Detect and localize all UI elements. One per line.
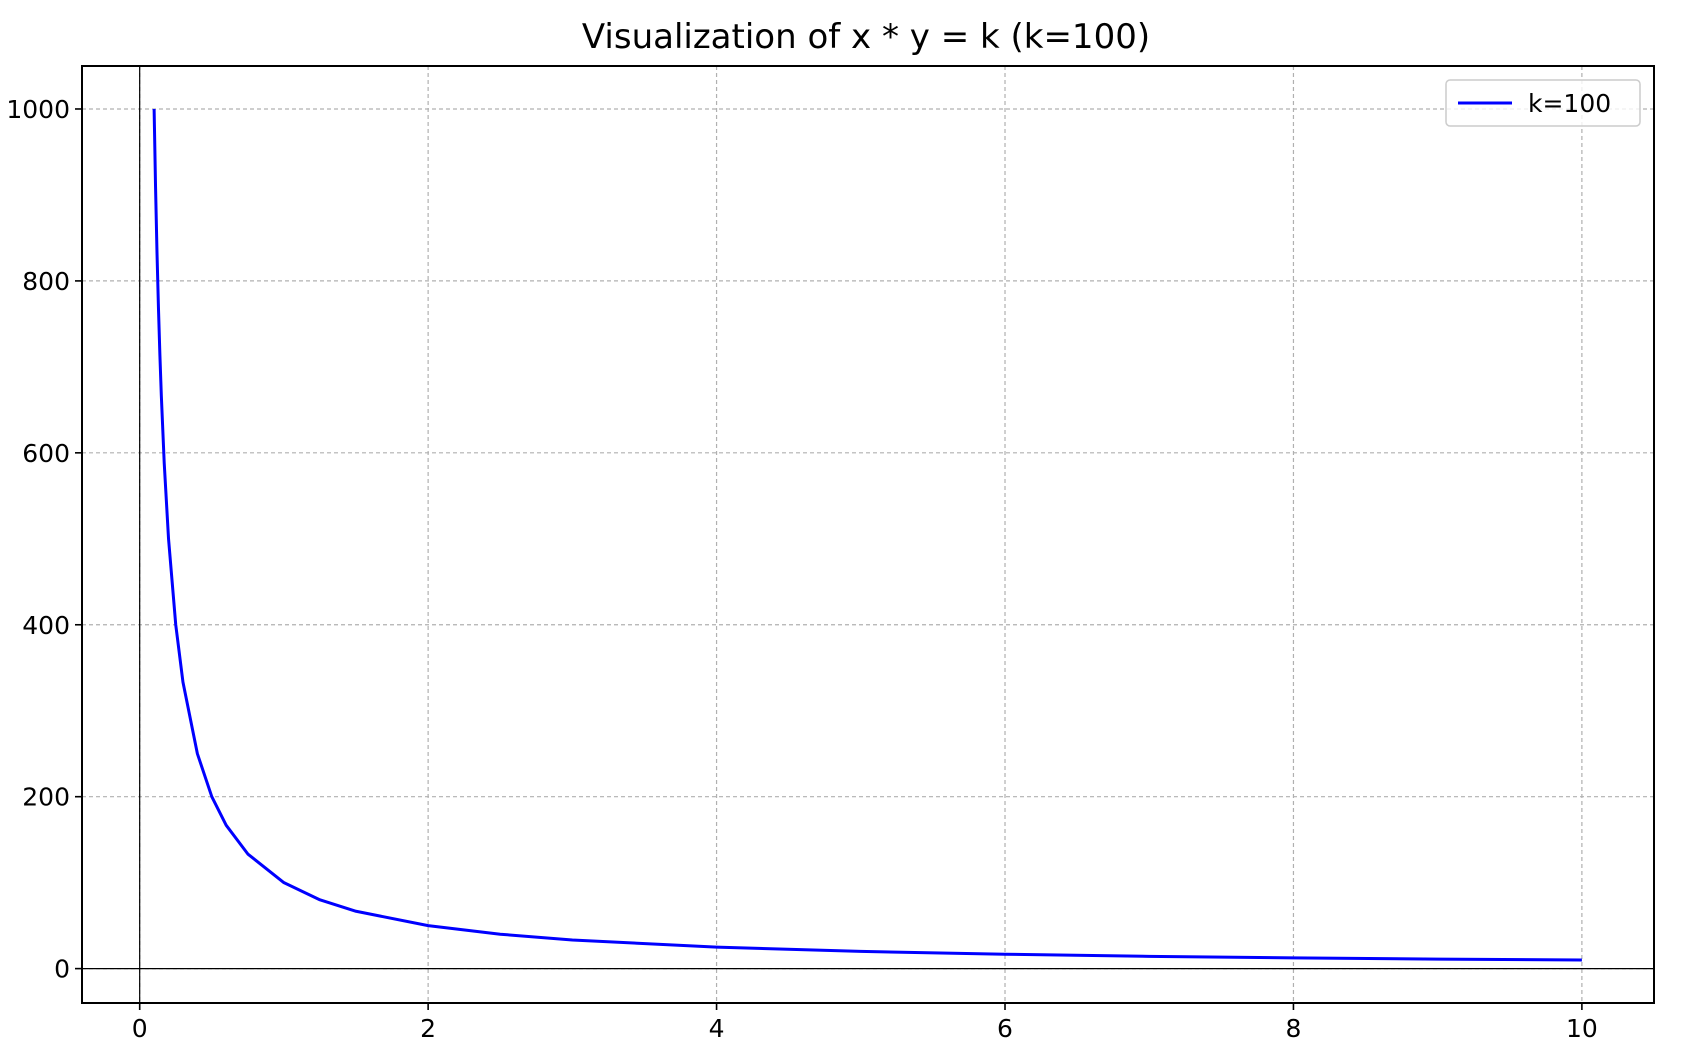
y-tick-label-2: 400: [22, 611, 70, 640]
y-tick-label-3: 600: [22, 439, 70, 468]
x-tick-label-3: 6: [997, 1014, 1013, 1042]
x-tick-label-1: 2: [420, 1014, 436, 1042]
y-axis-ticks: 0 200 400 600 800 1000: [6, 95, 82, 984]
series: [152, 108, 1582, 962]
chart-title: Visualization of x * y = k (k=100): [582, 17, 1150, 57]
legend: k=100: [1445, 79, 1641, 127]
legend-box: [1445, 79, 1641, 127]
grid: [82, 66, 1654, 1003]
y-tick-label-0: 0: [54, 955, 70, 984]
reference-lines: [82, 66, 1654, 1003]
x-tick-label-4: 8: [1285, 1014, 1301, 1042]
y-tick-label-4: 800: [22, 267, 70, 296]
x-tick-label-2: 4: [709, 1014, 725, 1042]
y-tick-label-1: 200: [22, 783, 70, 812]
x-tick-label-0: 0: [132, 1014, 148, 1042]
x-axis-ticks: 0 2 4 6 8 10: [132, 1003, 1598, 1042]
x-tick-label-5: 10: [1566, 1014, 1598, 1042]
y-tick-label-5: 1000: [6, 95, 70, 124]
plot-area-frame: [81, 65, 1655, 1004]
series-line-0: [152, 108, 1582, 962]
legend-label-0: k=100: [1528, 89, 1611, 118]
